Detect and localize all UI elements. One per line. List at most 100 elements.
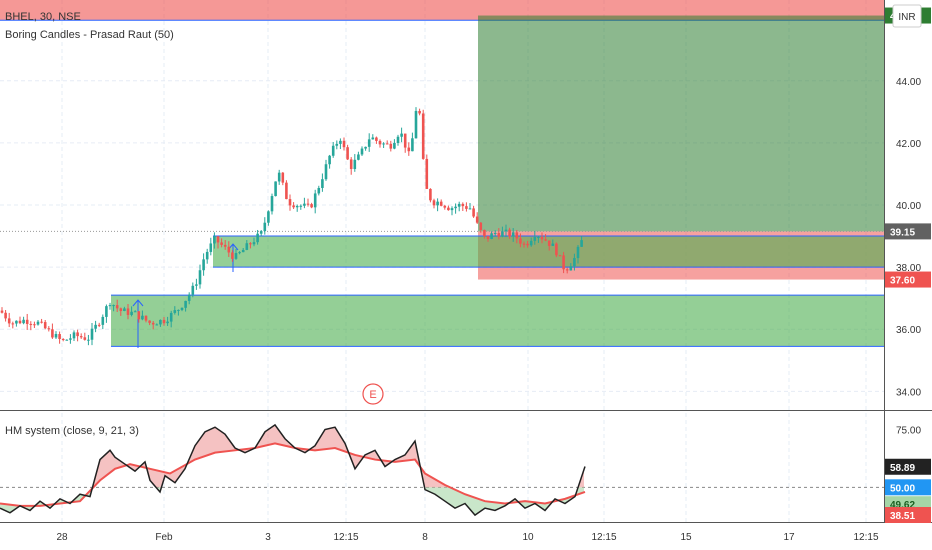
candle-body [303, 203, 306, 206]
candle-body [126, 308, 130, 315]
candle-body [65, 339, 69, 341]
candle-body [105, 306, 108, 317]
candle-body [439, 201, 443, 206]
candle-body [281, 172, 285, 183]
candle-body [364, 146, 367, 149]
candle-body [519, 238, 522, 244]
price-tick-label: 38.00 [896, 263, 921, 274]
candle-body [317, 187, 321, 194]
candle-body [454, 206, 457, 209]
candle-body [144, 315, 148, 321]
candle-body [166, 321, 169, 324]
time-tick-label: 3 [265, 532, 271, 543]
candle-body [83, 337, 87, 340]
indicator-title[interactable]: Boring Candles - Prasad Raut (50) [5, 29, 174, 41]
time-tick-label: 28 [56, 532, 68, 543]
currency-button[interactable] [892, 4, 922, 28]
candle-body [367, 139, 371, 147]
oscillator-fill-above [92, 425, 584, 488]
candle-body [58, 334, 61, 340]
candle-body [396, 136, 400, 144]
oscillator-fill-below [0, 487, 584, 515]
oscillator-tag-fast [885, 458, 931, 475]
candle-body [97, 324, 101, 326]
time-tick-label: 12:15 [591, 532, 616, 543]
time-axis[interactable]: 28 Feb 3 12:15 8 10 12:15 15 17 12:15 [56, 532, 879, 543]
candle-body [580, 240, 583, 247]
candle-body [313, 193, 317, 208]
candle-body [371, 137, 375, 140]
oscillator-title[interactable]: HM system (close, 9, 21, 3) [5, 425, 139, 437]
candle-body [238, 252, 241, 254]
candle-body [565, 269, 569, 271]
earnings-event-marker[interactable] [362, 383, 384, 405]
candle-body [353, 159, 357, 170]
candle-body [511, 232, 515, 237]
candle-body [277, 172, 281, 182]
candle-body [529, 240, 533, 246]
candle-body [537, 237, 540, 239]
candle-body [443, 205, 447, 208]
candle-body [342, 140, 346, 148]
candle-body [148, 320, 151, 323]
candle-body [90, 328, 94, 340]
candle-body [421, 113, 425, 159]
time-tick-label: 8 [422, 532, 428, 543]
candle-body [411, 138, 414, 152]
candle-body [72, 332, 76, 339]
candle-body [429, 188, 432, 201]
candle-body [306, 203, 310, 205]
candle-body [54, 334, 58, 338]
price-tag-label: 37.60 [890, 276, 915, 287]
oscillator-series [0, 423, 884, 517]
candle-body [555, 243, 558, 256]
candle-body [79, 336, 83, 338]
candle-body [504, 229, 508, 232]
oscillator-fast-line [0, 423, 586, 517]
candle-body [180, 307, 184, 310]
candle-body [432, 200, 436, 206]
candle-body [576, 246, 580, 259]
oscillator-tag-low [885, 507, 931, 523]
candle-body [400, 133, 403, 137]
candle-body [15, 320, 18, 324]
time-tick-label: 12:15 [333, 532, 358, 543]
candle-body [501, 231, 504, 237]
candle-body [155, 324, 159, 326]
time-tick-label: 15 [680, 532, 692, 543]
candle-body [526, 243, 529, 246]
chart-frame [0, 0, 932, 523]
candle-body [252, 242, 256, 245]
candle-body [295, 205, 299, 208]
candle-body [43, 322, 47, 329]
candle-body [115, 305, 119, 309]
price-tick-label: 36.00 [896, 325, 921, 336]
candle-body [425, 158, 429, 189]
time-tick-label: Feb [155, 532, 173, 543]
candle-body [533, 237, 537, 241]
candle-body [403, 133, 407, 148]
symbol-title[interactable]: BHEL, 30, NSE [5, 11, 81, 23]
candle-body [198, 270, 202, 285]
candle-body [393, 143, 396, 149]
candle-body [389, 143, 393, 149]
candle-body [22, 319, 25, 324]
candle-body [288, 199, 292, 206]
currency-label: INR [898, 12, 915, 23]
candle-body [25, 319, 29, 324]
candle-body [447, 207, 450, 211]
oscillator-tag-label: 38.51 [890, 511, 915, 522]
candle-body [137, 311, 141, 320]
candle-body [310, 204, 313, 208]
price-tick-label: 42.00 [896, 139, 921, 150]
candle-body [360, 148, 364, 155]
candle-body [292, 205, 295, 208]
candle-body [461, 203, 465, 207]
candle-body [551, 243, 555, 246]
candle-body [101, 316, 105, 325]
candle-body [195, 284, 198, 286]
price-tick-label: 40.00 [896, 201, 921, 212]
candle-body [76, 332, 79, 337]
candle-body [213, 236, 216, 244]
oscillator-tag-mid [885, 479, 931, 496]
